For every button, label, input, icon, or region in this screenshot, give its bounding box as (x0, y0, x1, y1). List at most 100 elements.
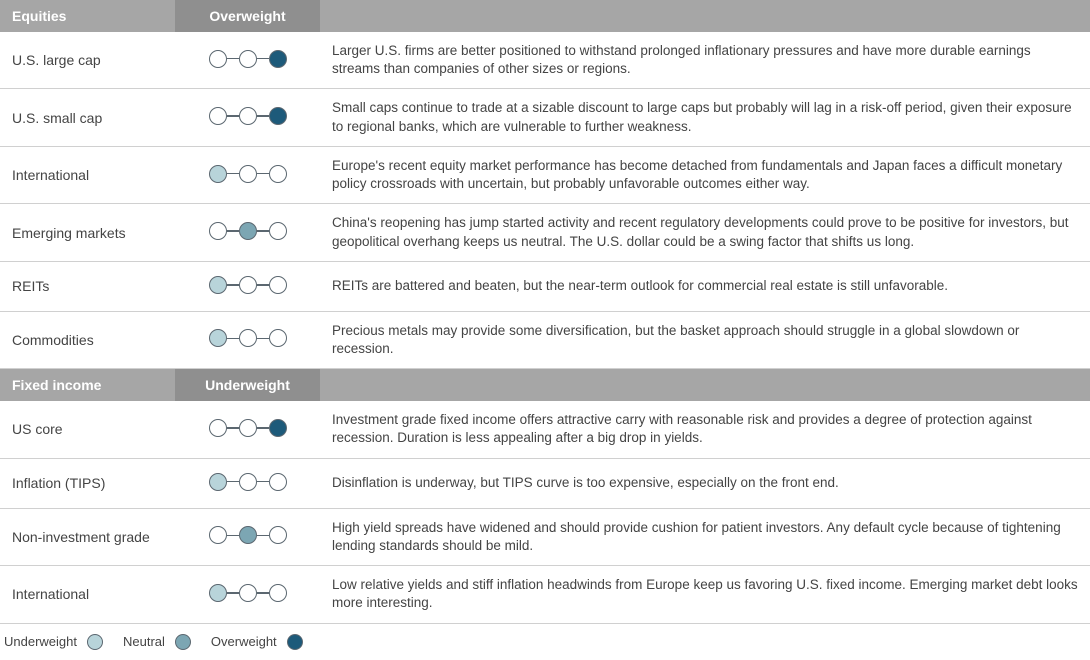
asset-rating (175, 214, 320, 251)
rating-dot-neutral (239, 165, 257, 183)
legend-underweight-dot (87, 634, 103, 650)
rating-dot-underweight (209, 222, 227, 240)
asset-description: Investment grade fixed income offers att… (320, 401, 1090, 457)
table-row: International Europe's recent equity mark… (0, 147, 1090, 204)
asset-description: Small caps continue to trade at a sizabl… (320, 89, 1090, 145)
rating-dot-overweight (269, 329, 287, 347)
rating-dot-neutral (239, 107, 257, 125)
legend-neutral-dot (175, 634, 191, 650)
rating-connector (227, 230, 239, 232)
rating-connector (257, 58, 269, 60)
section-title: Equities (0, 0, 175, 32)
rating-connector (227, 427, 239, 429)
rating-connector (257, 592, 269, 594)
asset-rating (175, 465, 320, 502)
rating-indicator (209, 584, 287, 602)
asset-rating (175, 518, 320, 555)
rating-dot-overweight (269, 584, 287, 602)
table-row: Non-investment grade High yield spreads h… (0, 509, 1090, 566)
rating-dot-overweight (269, 165, 287, 183)
asset-name: Commodities (0, 324, 175, 356)
rating-dot-underweight (209, 584, 227, 602)
rating-dot-neutral (239, 50, 257, 68)
rating-dot-overweight (269, 473, 287, 491)
asset-rating (175, 576, 320, 613)
asset-name: U.S. small cap (0, 102, 175, 134)
rating-dot-neutral (239, 276, 257, 294)
asset-rating (175, 42, 320, 79)
asset-name: International (0, 159, 175, 191)
rating-dot-overweight (269, 526, 287, 544)
section-desc-header (320, 369, 1090, 401)
rating-indicator (209, 329, 287, 347)
asset-name: Non-investment grade (0, 521, 175, 553)
legend-underweight-label: Underweight (4, 634, 77, 649)
rating-dot-overweight (269, 107, 287, 125)
rating-dot-underweight (209, 419, 227, 437)
rating-dot-neutral (239, 329, 257, 347)
rating-dot-neutral (239, 419, 257, 437)
rating-connector (257, 338, 269, 340)
rating-connector (257, 535, 269, 537)
table-row: U.S. small cap Small caps continue to tra… (0, 89, 1090, 146)
rating-connector (227, 58, 239, 60)
asset-name: U.S. large cap (0, 44, 175, 76)
rating-dot-underweight (209, 165, 227, 183)
rating-connector (257, 481, 269, 483)
rating-dot-neutral (239, 473, 257, 491)
asset-description: China's reopening has jump started activ… (320, 204, 1090, 260)
asset-rating (175, 157, 320, 194)
asset-description: Larger U.S. firms are better positioned … (320, 32, 1090, 88)
asset-name: REITs (0, 270, 175, 302)
table-row: Inflation (TIPS) Disinflation is underway… (0, 459, 1090, 509)
asset-description: Precious metals may provide some diversi… (320, 312, 1090, 368)
asset-description: Low relative yields and stiff inflation … (320, 566, 1090, 622)
table-row: Commodities Precious metals may provide s… (0, 312, 1090, 369)
asset-name: Inflation (TIPS) (0, 467, 175, 499)
section-rating-label: Underweight (175, 369, 320, 401)
section-header: EquitiesOverweight (0, 0, 1090, 32)
rating-dot-neutral (239, 526, 257, 544)
table-row: Emerging markets China's reopening has ju… (0, 204, 1090, 261)
section-rating-label: Overweight (175, 0, 320, 32)
rating-dot-neutral (239, 584, 257, 602)
asset-rating (175, 411, 320, 448)
asset-description: Europe's recent equity market performanc… (320, 147, 1090, 203)
rating-indicator (209, 50, 287, 68)
rating-connector (257, 115, 269, 117)
asset-name: International (0, 578, 175, 610)
rating-indicator (209, 165, 287, 183)
asset-name: Emerging markets (0, 217, 175, 249)
rating-connector (227, 115, 239, 117)
allocation-table: EquitiesOverweightU.S. large capLarger U… (0, 0, 1090, 624)
asset-rating (175, 321, 320, 358)
rating-dot-underweight (209, 329, 227, 347)
rating-dot-overweight (269, 50, 287, 68)
asset-description: Disinflation is underway, but TIPS curve… (320, 464, 1090, 502)
rating-connector (227, 338, 239, 340)
rating-dot-underweight (209, 276, 227, 294)
rating-connector (257, 427, 269, 429)
legend-overweight-label: Overweight (211, 634, 277, 649)
asset-rating (175, 268, 320, 305)
rating-connector (227, 173, 239, 175)
legend-neutral-label: Neutral (123, 634, 165, 649)
section-desc-header (320, 0, 1090, 32)
rating-connector (227, 481, 239, 483)
rating-dot-underweight (209, 107, 227, 125)
rating-dot-overweight (269, 276, 287, 294)
asset-description: REITs are battered and beaten, but the n… (320, 267, 1090, 305)
rating-dot-overweight (269, 419, 287, 437)
asset-description: High yield spreads have widened and shou… (320, 509, 1090, 565)
rating-dot-underweight (209, 473, 227, 491)
rating-indicator (209, 419, 287, 437)
rating-dot-overweight (269, 222, 287, 240)
rating-dot-underweight (209, 526, 227, 544)
table-row: REITs REITs are battered and beaten, but … (0, 262, 1090, 312)
rating-indicator (209, 107, 287, 125)
rating-connector (257, 230, 269, 232)
table-row: U.S. large cap Larger U.S. firms are bett… (0, 32, 1090, 89)
rating-connector (227, 592, 239, 594)
rating-dot-neutral (239, 222, 257, 240)
asset-rating (175, 99, 320, 136)
